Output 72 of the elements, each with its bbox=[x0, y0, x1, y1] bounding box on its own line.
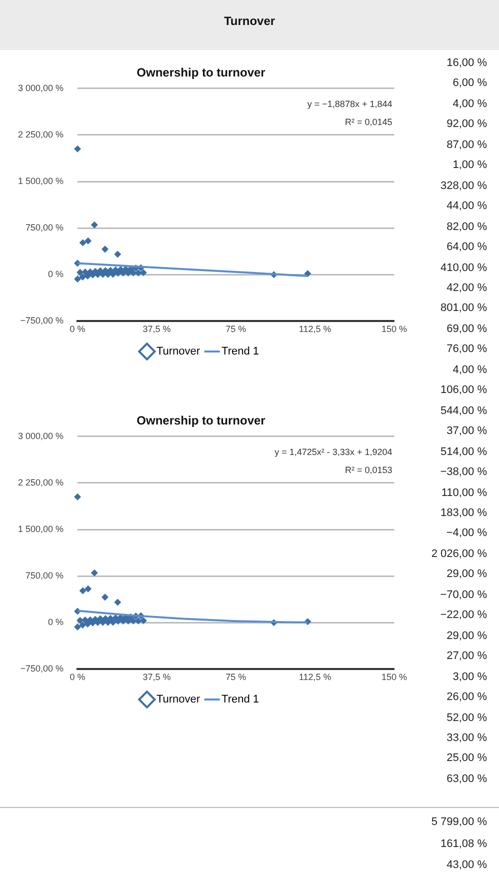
text: 52,00 % bbox=[446, 710, 487, 726]
text: 64,00 % bbox=[446, 240, 487, 256]
text: 410,00 % bbox=[440, 260, 487, 276]
text: 27,00 % bbox=[446, 649, 487, 664]
x-tick-label: 37,5 % bbox=[142, 324, 171, 334]
text: Turnover bbox=[0, 0, 499, 50]
y-tick-label: −750,00 % bbox=[20, 664, 64, 674]
legend-label: Turnover bbox=[156, 694, 200, 706]
text: 63,00 % bbox=[446, 772, 487, 787]
text: 110,00 % bbox=[440, 486, 487, 501]
text: 106,00 % bbox=[440, 383, 487, 398]
y-tick-label: 3 000,00 % bbox=[18, 430, 64, 441]
annotation: R² = 0,0153 bbox=[344, 464, 392, 475]
y-tick-label: 750,00 % bbox=[26, 570, 64, 581]
y-tick-label: 2 250,00 % bbox=[18, 129, 64, 140]
y-tick-label: 0 % bbox=[48, 617, 64, 628]
x-tick-label: 75 % bbox=[226, 324, 246, 334]
y-tick-label: 1 500,00 % bbox=[18, 524, 64, 534]
text: 16,00 % bbox=[446, 56, 487, 71]
text: 43,00 % bbox=[446, 858, 487, 873]
text: 33,00 % bbox=[446, 730, 487, 746]
text: 37,00 % bbox=[446, 424, 487, 440]
y-tick-label: 2 250,00 % bbox=[18, 477, 64, 488]
text: 29,00 % bbox=[446, 567, 487, 582]
x-tick-label: 0 % bbox=[70, 672, 86, 682]
annotation: R² = 0,0145 bbox=[344, 116, 392, 127]
chart-title: Ownership to turnover bbox=[136, 66, 266, 80]
text: 76,00 % bbox=[446, 342, 487, 358]
x-tick-label: 150 % bbox=[381, 324, 408, 334]
text: 801,00 % bbox=[440, 301, 487, 316]
text: 5 799,00 % bbox=[431, 815, 487, 830]
annotation: y = −1,8878x + 1,844 bbox=[307, 98, 392, 109]
y-tick-label: 0 % bbox=[48, 269, 64, 280]
y-tick-label: 750,00 % bbox=[26, 222, 64, 233]
text: 87,00 % bbox=[446, 138, 487, 153]
text: 161,08 % bbox=[440, 836, 487, 852]
text: 69,00 % bbox=[446, 322, 487, 337]
text: 328,00 % bbox=[440, 178, 487, 194]
text: 42,00 % bbox=[446, 280, 487, 296]
text: 25,00 % bbox=[446, 751, 487, 766]
annotation: y = 1,4725x² - 3,33x + 1,9204 bbox=[274, 446, 392, 457]
x-tick-label: 112,5 % bbox=[298, 324, 332, 334]
y-tick-label: 3 000,00 % bbox=[18, 82, 64, 93]
text: 514,00 % bbox=[440, 444, 487, 460]
text: 2 026,00 % bbox=[431, 546, 487, 562]
x-tick-label: 37,5 % bbox=[142, 672, 171, 682]
text: 3,00 % bbox=[452, 670, 487, 685]
y-tick-label: 1 500,00 % bbox=[18, 176, 64, 186]
text: 82,00 % bbox=[446, 220, 487, 235]
text: −70,00 % bbox=[439, 588, 487, 603]
x-tick-label: 75 % bbox=[226, 672, 246, 682]
text: −4,00 % bbox=[445, 526, 487, 542]
x-tick-label: 112,5 % bbox=[298, 672, 332, 682]
text: 44,00 % bbox=[446, 199, 487, 214]
text: 29,00 % bbox=[446, 628, 487, 644]
text: 544,00 % bbox=[440, 404, 487, 419]
text: 6,00 % bbox=[452, 76, 487, 92]
text: −38,00 % bbox=[439, 465, 487, 480]
text: 183,00 % bbox=[440, 506, 487, 521]
text: −22,00 % bbox=[439, 608, 487, 624]
text: 92,00 % bbox=[446, 117, 487, 132]
x-tick-label: 0 % bbox=[70, 324, 86, 334]
legend-label: Trend 1 bbox=[222, 694, 260, 706]
x-tick-label: 150 % bbox=[381, 672, 408, 682]
chart-title: Ownership to turnover bbox=[136, 414, 266, 428]
text: 4,00 % bbox=[452, 96, 487, 112]
text: 4,00 % bbox=[452, 362, 487, 378]
text: 26,00 % bbox=[446, 690, 487, 706]
y-tick-label: −750,00 % bbox=[20, 316, 64, 326]
legend-label: Trend 1 bbox=[222, 346, 260, 358]
legend-label: Turnover bbox=[156, 346, 200, 358]
text: 1,00 % bbox=[452, 158, 487, 174]
